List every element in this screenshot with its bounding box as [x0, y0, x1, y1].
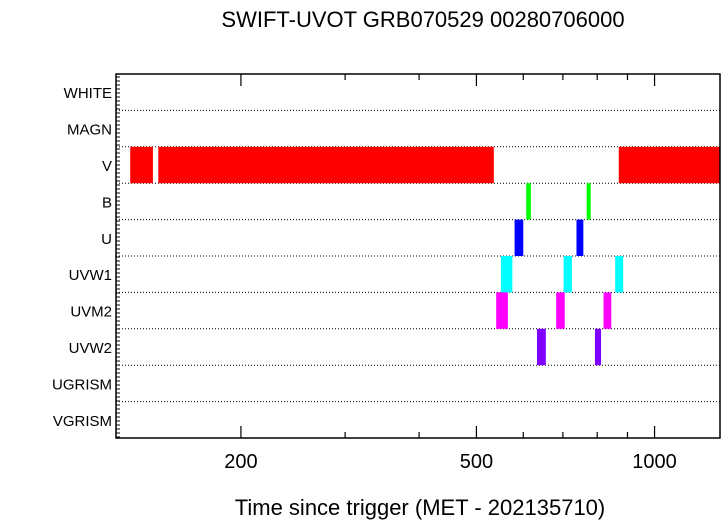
filter-labels: WHITE MAGN V B U UVW1 UVM2 UVW2 UGRISM VGRISM — [52, 85, 112, 430]
plot-frame — [115, 73, 721, 439]
exposure-bar-uvw1 — [563, 256, 572, 293]
exposure-bar-uvw2 — [594, 328, 602, 366]
exposure-bar-b — [526, 183, 531, 220]
axis-ticks: 200 500 1000 — [116, 74, 677, 473]
x-tick-label: 1000 — [632, 451, 677, 473]
exposure-bars — [130, 146, 720, 366]
exposure-bar-uvw1 — [500, 256, 513, 293]
exposure-bar-uvm2 — [556, 292, 565, 329]
exposure-bar-v — [158, 146, 494, 184]
x-tick-label: 200 — [224, 451, 257, 473]
exposure-bar-uvw2 — [537, 328, 546, 366]
filter-label: UVW1 — [69, 267, 112, 284]
exposure-bar-uvm2 — [496, 292, 508, 329]
x-tick-label: 500 — [460, 451, 493, 473]
exposure-bar-v — [130, 146, 153, 184]
exposure-bar-u — [576, 219, 584, 256]
filter-label: U — [101, 231, 112, 248]
exposure-bar-u — [514, 219, 524, 256]
filter-label: UGRISM — [52, 376, 112, 393]
exposure-bar-uvw1 — [615, 256, 624, 293]
exposure-bar-v — [618, 146, 720, 184]
chart-title: SWIFT-UVOT GRB070529 00280706000 — [221, 7, 624, 32]
exposure-bar-uvm2 — [603, 292, 612, 329]
filter-label: UVW2 — [69, 340, 112, 357]
filter-label: UVM2 — [70, 304, 112, 321]
filter-label: V — [102, 158, 112, 175]
exposure-bar-b — [586, 183, 591, 220]
x-axis-label: Time since trigger (MET - 202135710) — [235, 495, 606, 520]
filter-label: VGRISM — [53, 413, 112, 430]
filter-label: B — [102, 194, 112, 211]
filter-label: MAGN — [67, 122, 112, 139]
filter-label: WHITE — [64, 85, 112, 102]
